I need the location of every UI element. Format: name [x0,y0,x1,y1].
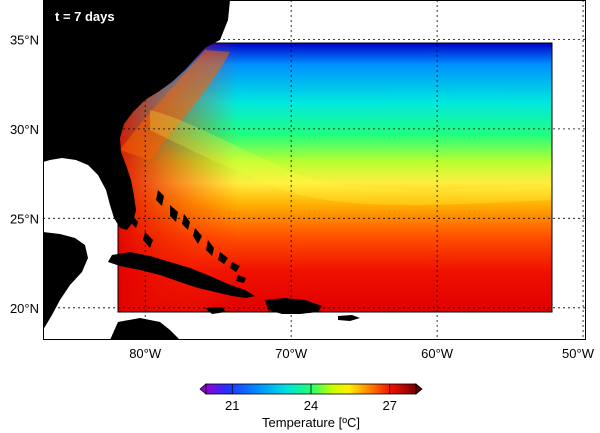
colorbar: 21 24 27 Temperature [ºC] [199,383,423,430]
colorbar-ticks: 21 24 27 [225,384,397,413]
longitude-tick-label: 70°W [275,346,308,361]
north-america-landmass [43,0,230,230]
colorbar-min-arrow [199,383,207,395]
hispaniola-island [265,298,322,314]
longitude-tick-label: 50°W [562,346,595,361]
longitude-tick-label: 60°W [421,346,454,361]
latitude-tick-label: 25°N [10,211,39,226]
gulf-coast-landmass [43,232,88,330]
colorbar-max-arrow [415,383,423,395]
model-domain-outline [117,42,553,313]
longitude-tick-label: 80°W [129,346,162,361]
temperature-field [118,43,552,312]
longitude-labels: 80°W 70°W 60°W 50°W [129,346,594,361]
colorbar-title: Temperature [ºC] [262,415,360,430]
latitude-labels: 35°N 30°N 25°N 20°N [10,32,39,315]
colorbar-tick-label: 27 [383,398,397,413]
latitude-tick-label: 30°N [10,122,39,137]
land [43,0,360,340]
puerto-rico-island [338,315,360,321]
time-label: t = 7 days [55,9,115,24]
map-frame [43,0,586,340]
colorbar-tick-label: 24 [304,398,318,413]
graticule [43,0,586,340]
latitude-tick-label: 20°N [10,301,39,316]
cuba-island [108,252,255,298]
colorbar-tick-label: 21 [225,398,239,413]
latitude-tick-label: 35°N [10,32,39,47]
central-america-landmass [110,318,180,340]
